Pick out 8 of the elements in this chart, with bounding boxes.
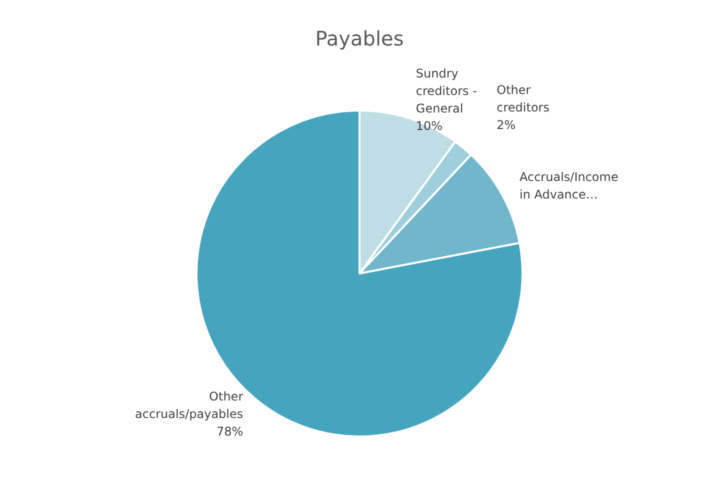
slice-label: Other creditors [496,83,550,115]
data-label: 78% [216,424,244,439]
chart-title: Payables [315,26,404,50]
slice-label: Other accruals/payables [135,390,244,422]
data-label: 2% [496,118,516,132]
data-label: 10% [416,119,443,134]
slice-label: Sundry creditors - General [416,66,477,116]
slice-label: Accruals/Income in Advance… [519,170,618,202]
